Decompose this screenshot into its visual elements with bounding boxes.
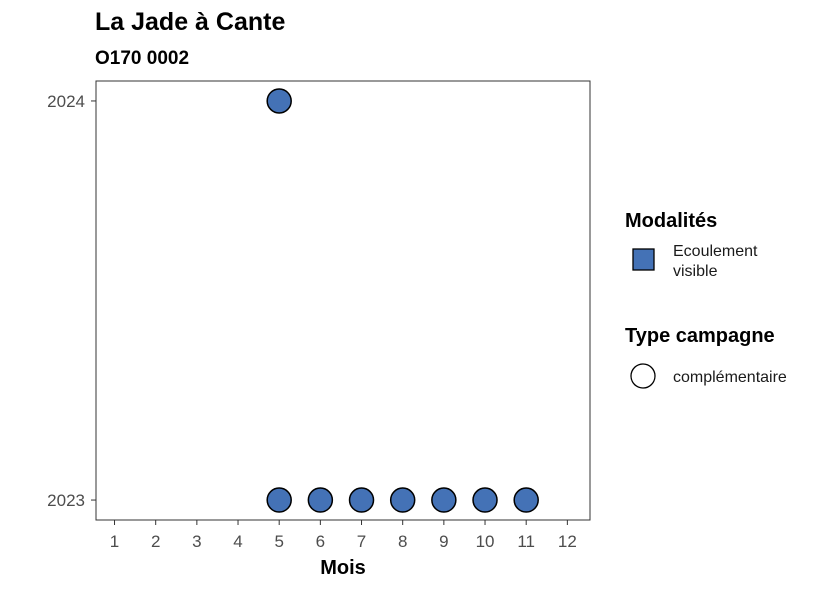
x-tick-label: 3 [192,532,201,551]
y-axis: 2023 2024 [47,92,96,510]
x-tick-label: 9 [439,532,448,551]
x-tick-label: 7 [357,532,366,551]
y-tick-label: 2023 [47,491,85,510]
x-tick-label: 1 [110,532,119,551]
legend-label-complementaire: complémentaire [673,369,787,386]
data-point [348,487,375,513]
legend-title-modalites: Modalités [625,210,717,232]
data-point [431,487,457,513]
x-axis-label: Mois [320,557,366,579]
plot-panel [95,80,591,521]
x-tick-label: 6 [316,532,325,551]
data-points [266,88,539,513]
chart-subtitle: O170 0002 [95,48,189,69]
chart-title: La Jade à Cante [95,8,285,36]
legend-label-ecoulement-line2: visible [673,263,718,280]
data-point [307,487,334,513]
x-tick-label: 10 [476,532,495,551]
data-point [513,487,539,513]
x-axis: 1 2 3 4 5 6 7 8 9 10 11 12 [110,520,577,551]
legend-label-ecoulement-line1: Ecoulement [673,243,758,260]
legend-key-complementaire [630,363,656,389]
legend-key-ecoulement-visible [632,248,655,271]
data-point [266,88,292,114]
x-tick-label: 2 [151,532,160,551]
legend-title-type-campagne: Type campagne [625,325,775,347]
data-point [472,487,498,513]
x-tick-label: 12 [558,532,577,551]
data-point [389,487,416,513]
y-tick-label: 2024 [47,92,85,111]
x-tick-label: 4 [233,532,242,551]
data-point [266,487,292,513]
legend: Modalités Ecoulement visible Type campag… [625,210,787,389]
x-tick-label: 8 [398,532,407,551]
x-tick-label: 5 [274,532,283,551]
x-tick-label: 11 [517,532,535,551]
